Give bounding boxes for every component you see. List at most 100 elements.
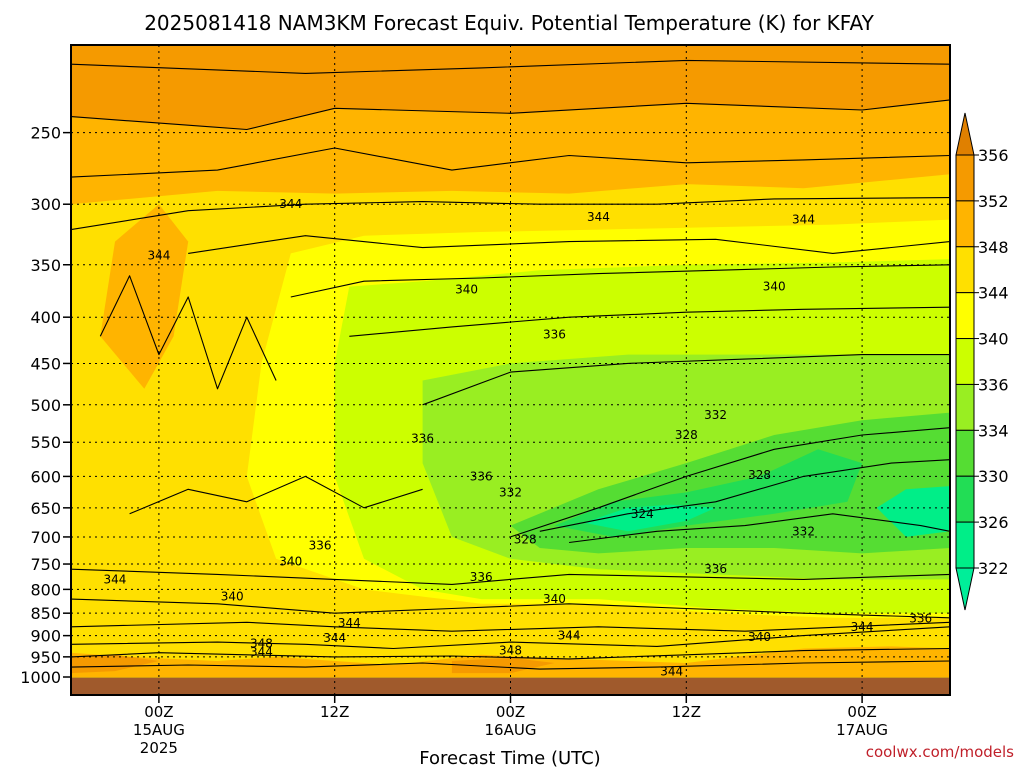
contour-line-7 xyxy=(422,354,950,406)
contour-label-27: 344 xyxy=(558,629,581,643)
contour-label-32: 344 xyxy=(660,664,683,678)
contour-label-1: 344 xyxy=(147,249,170,263)
y-tick-label-600: 600 xyxy=(30,467,61,486)
contour-line-12 xyxy=(71,598,950,619)
contour-label-2: 344 xyxy=(587,210,610,224)
contour-label-8: 336 xyxy=(470,469,493,483)
y-tick-label-950: 950 xyxy=(30,648,61,667)
contour-label-0: 344 xyxy=(279,197,302,211)
colorbar-label-352: 352 xyxy=(978,192,1009,211)
grid-lines xyxy=(71,45,950,695)
y-tick-label-250: 250 xyxy=(30,124,61,143)
colorbar-band-334-336 xyxy=(955,383,975,431)
x-tick-label-48-1: 17AUG xyxy=(836,721,888,739)
colorbar-band-326-330 xyxy=(955,475,975,523)
chart-title: 2025081418 NAM3KM Forecast Equiv. Potent… xyxy=(144,11,874,35)
contour-label-9: 332 xyxy=(499,485,522,499)
y-axis: 250 300 350 400 450 500 550 600 650 700 750 800 850 9… xyxy=(20,124,71,687)
x-tick-label-36-0: 12Z xyxy=(672,703,701,721)
colorbar-label-344: 344 xyxy=(978,284,1009,303)
contour-label-4: 340 xyxy=(455,283,478,297)
colorbar-band-352-356 xyxy=(955,154,975,202)
colorbar-band-336-340 xyxy=(955,338,975,385)
colorbar-top-arrow xyxy=(955,112,975,156)
contour-line-3 xyxy=(71,59,950,74)
y-tick-label-800: 800 xyxy=(30,580,61,599)
colorbar-band-344-348 xyxy=(955,246,975,294)
field-region-9 xyxy=(583,504,716,532)
contour-line-14 xyxy=(71,626,950,650)
contour-label-15: 332 xyxy=(792,524,815,538)
contour-label-17: 340 xyxy=(279,554,302,568)
contour-labels: 344 344 344 344 340 340 336 336 336 332 332 328 328 3… xyxy=(103,197,932,678)
field-region-14 xyxy=(451,657,555,674)
field-region-3 xyxy=(100,204,189,389)
y-tick-label-650: 650 xyxy=(30,499,61,518)
contour-line-10 xyxy=(569,513,950,544)
contour-line-16 xyxy=(71,660,950,670)
contour-line-6 xyxy=(349,306,950,337)
colorbar-band-340-344 xyxy=(955,292,975,340)
contour-line-0 xyxy=(71,197,950,231)
y-tick-label-500: 500 xyxy=(30,396,61,415)
colorbar-label-336: 336 xyxy=(978,375,1009,394)
contour-label-19: 336 xyxy=(704,562,727,576)
contour-label-23: 344 xyxy=(338,616,361,630)
ground-strip xyxy=(71,677,950,695)
contour-label-30: 336 xyxy=(909,612,932,626)
colorbar-band-330-334 xyxy=(955,429,975,477)
colorbar-label-322: 322 xyxy=(978,559,1009,578)
contour-label-31: 348 xyxy=(499,644,522,658)
y-tick-label-700: 700 xyxy=(30,528,61,547)
contour-label-25: 348 xyxy=(250,636,273,650)
contour-line-4 xyxy=(188,235,950,254)
colorbar-label-356: 356 xyxy=(978,146,1009,165)
contour-label-29: 344 xyxy=(851,620,874,634)
contour-label-10: 332 xyxy=(704,408,727,422)
contour-label-13: 328 xyxy=(514,533,537,547)
field-region-10 xyxy=(876,486,950,537)
contour-label-21: 340 xyxy=(221,590,244,604)
contour-label-28: 340 xyxy=(748,630,771,644)
contour-label-26: 344 xyxy=(250,645,273,659)
contour-line-18 xyxy=(129,475,423,515)
x-tick-label-12-0: 12Z xyxy=(320,703,349,721)
x-axis-label: Forecast Time (UTC) xyxy=(419,748,600,768)
x-tick-label-0-2: 2025 xyxy=(140,739,178,757)
y-tick-label-550: 550 xyxy=(30,433,61,452)
x-tick-label-0-0: 00Z xyxy=(144,703,173,721)
y-tick-label-750: 750 xyxy=(30,555,61,574)
contour-line-1 xyxy=(71,147,950,178)
contour-label-5: 340 xyxy=(763,280,786,294)
y-tick-label-350: 350 xyxy=(30,256,61,275)
y-tick-label-300: 300 xyxy=(30,195,61,214)
contour-lines xyxy=(71,59,950,670)
colorbar: 356 352 348 344 340 336 334 330 326 322 xyxy=(955,112,1009,611)
contour-line-5 xyxy=(290,264,950,298)
x-tick-label-24-1: 16AUG xyxy=(485,721,537,739)
y-tick-label-900: 900 xyxy=(30,627,61,646)
contour-label-3: 344 xyxy=(792,213,815,227)
x-tick-label-0-1: 15AUG xyxy=(133,721,185,739)
credit-text: coolwx.com/models xyxy=(866,743,1014,761)
field-region-13 xyxy=(71,654,159,674)
y-tick-label-450: 450 xyxy=(30,354,61,373)
contour-label-11: 328 xyxy=(675,428,698,442)
colorbar-label-330: 330 xyxy=(978,467,1009,486)
contour-label-20: 344 xyxy=(103,572,126,586)
colorbar-label-334: 334 xyxy=(978,421,1009,440)
contour-label-18: 336 xyxy=(470,570,493,584)
colorbar-label-340: 340 xyxy=(978,330,1009,349)
x-tick-label-24-0: 00Z xyxy=(496,703,525,721)
y-tick-label-400: 400 xyxy=(30,308,61,327)
colorbar-bottom-arrow xyxy=(955,567,975,611)
x-tick-label-48-0: 00Z xyxy=(847,703,876,721)
contour-line-8 xyxy=(510,427,950,538)
contour-label-22: 340 xyxy=(543,592,566,606)
y-tick-label-1000: 1000 xyxy=(20,668,61,687)
colorbar-label-348: 348 xyxy=(978,238,1009,257)
contour-label-14: 324 xyxy=(631,507,654,521)
